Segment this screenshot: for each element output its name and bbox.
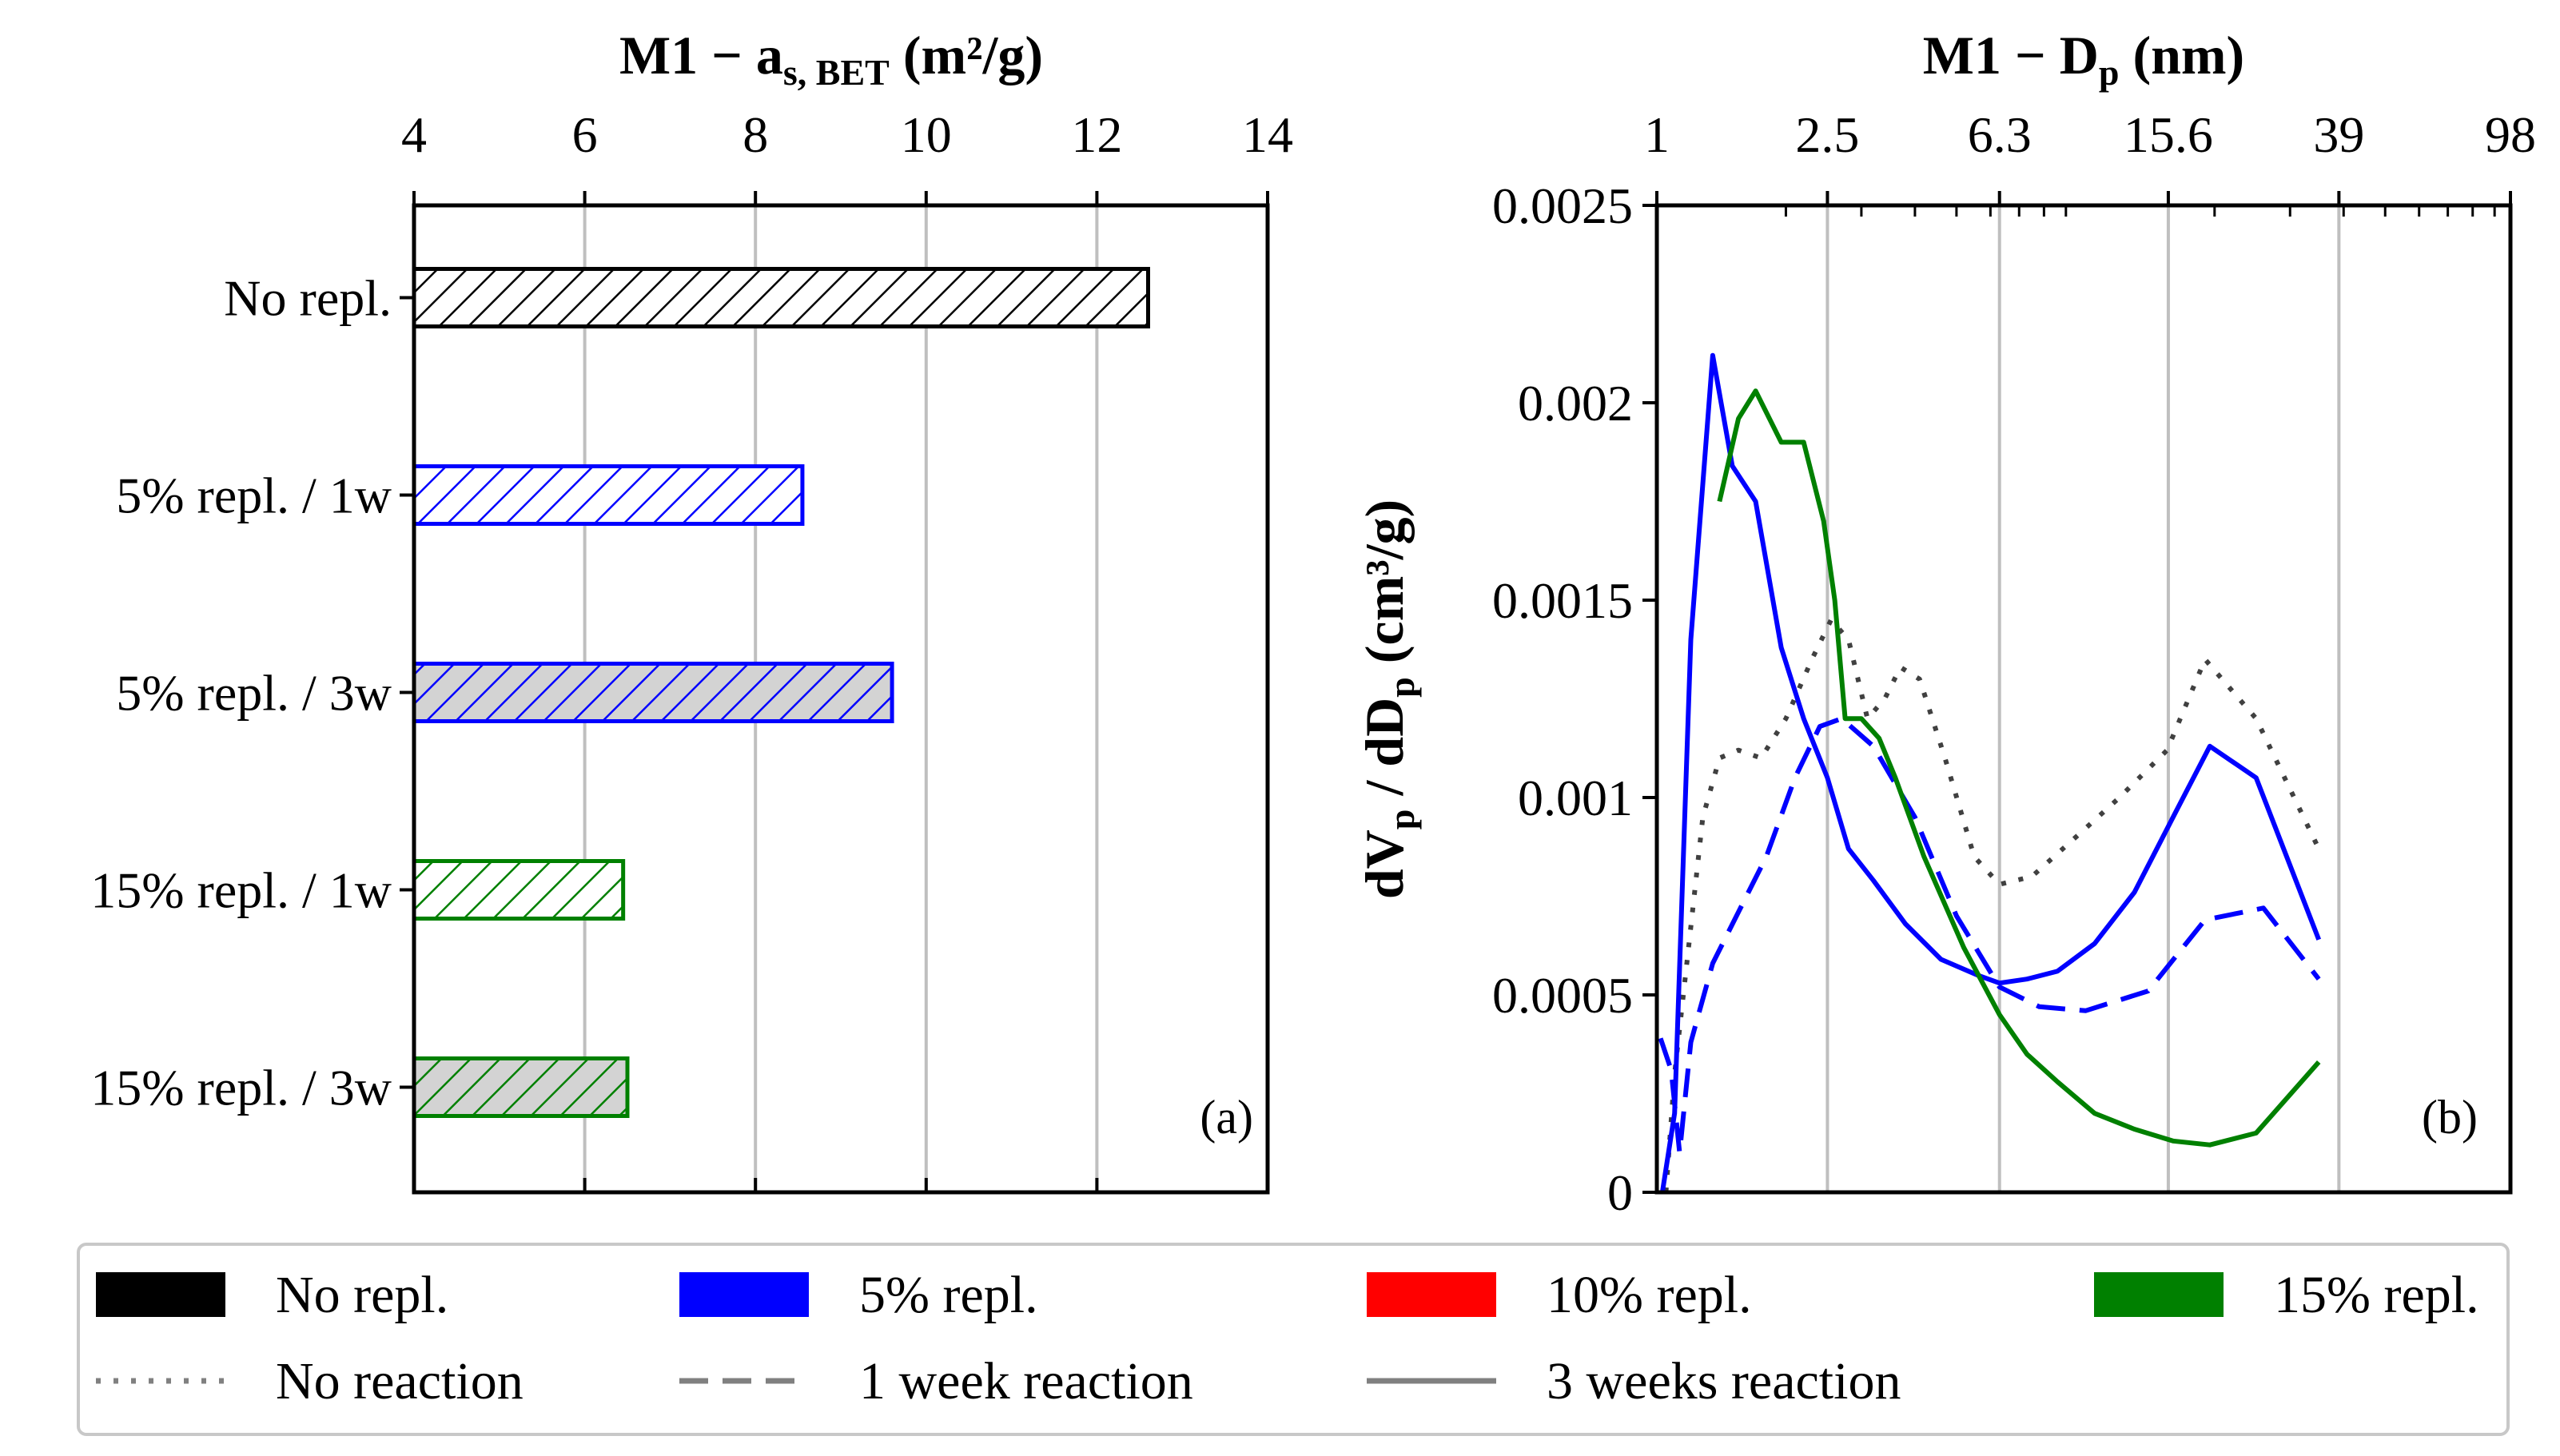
panel-a-category-labels: No repl. 5% repl. / 1w 5% repl. / 3w 15% re… <box>90 270 392 1116</box>
y-tick-label: 0.0005 <box>1492 967 1633 1024</box>
panel-a-bars <box>412 267 1150 1118</box>
category-label: 15% repl. / 1w <box>90 862 392 919</box>
series-line <box>1658 716 2321 1156</box>
category-label: 5% repl. / 3w <box>116 665 392 722</box>
panel-a-bar-chart: M1 − as, BET (m²/g) 4 6 8 10 12 14 No repl. 5%… <box>90 25 1293 1195</box>
panel-b-series <box>1658 352 2321 1193</box>
y-tick-label: 0.0025 <box>1492 177 1633 234</box>
legend-label: No repl. <box>276 1266 448 1324</box>
legend-label: No reaction <box>276 1352 524 1410</box>
series-line <box>1663 617 2321 1193</box>
legend: No repl. 5% repl. 10% repl. 15% repl. No rea… <box>77 1243 2510 1436</box>
legend-label: 3 weeks reaction <box>1547 1352 1901 1410</box>
panel-a-title: M1 − as, BET (m²/g) <box>619 25 1043 93</box>
panel-b-frame <box>1654 203 2513 1195</box>
bar <box>412 859 626 921</box>
panel-b-ticks: 1 2.5 6.3 15.6 39 98 0 0.0005 0.001 0.0015 0.002 0.… <box>1492 106 2536 1221</box>
x-tick-label: 2.5 <box>1795 106 1859 163</box>
x-tick-label: 6 <box>572 106 598 163</box>
legend-label: 5% repl. <box>859 1266 1038 1324</box>
x-tick-label: 8 <box>743 106 768 163</box>
y-tick-label: 0.002 <box>1518 375 1633 432</box>
bar <box>412 1056 630 1118</box>
panel-a-frame <box>412 203 1270 1195</box>
bar <box>412 267 1150 328</box>
x-tick-label: 12 <box>1071 106 1122 163</box>
panel-b-gridlines <box>1825 205 2341 1192</box>
category-label: No repl. <box>224 270 392 327</box>
x-tick-label: 15.6 <box>2124 106 2213 163</box>
legend-swatch <box>1367 1272 1496 1317</box>
series-line <box>1717 388 2321 1148</box>
panel-b-label: (b) <box>2422 1091 2478 1144</box>
x-tick-label: 10 <box>901 106 952 163</box>
x-tick-label: 14 <box>1242 106 1293 163</box>
x-tick-label: 1 <box>1644 106 1670 163</box>
legend-swatch <box>679 1272 809 1317</box>
bar <box>412 464 805 526</box>
legend-label: 10% repl. <box>1547 1266 1752 1324</box>
series-line <box>1659 352 2321 1193</box>
x-tick-label: 6.3 <box>1968 106 2032 163</box>
panel-b-line-chart: M1 − Dp (nm) dVp / dDp (cm³/g) 1 2.5 6.3 15… <box>1354 25 2536 1221</box>
legend-swatch <box>2094 1272 2224 1317</box>
panel-a-label: (a) <box>1200 1091 1253 1144</box>
y-tick-label: 0.0015 <box>1492 572 1633 629</box>
category-label: 5% repl. / 1w <box>116 467 392 524</box>
x-tick-label: 98 <box>2485 106 2536 163</box>
x-tick-label: 39 <box>2313 106 2364 163</box>
bar <box>412 662 894 723</box>
y-tick-label: 0 <box>1607 1164 1633 1221</box>
legend-label: 15% repl. <box>2274 1266 2479 1324</box>
x-tick-label: 4 <box>401 106 427 163</box>
panel-b-y-axis-label: dVp / dDp (cm³/g) <box>1354 499 1422 899</box>
legend-label: 1 week reaction <box>859 1352 1193 1410</box>
y-tick-label: 0.001 <box>1518 770 1633 826</box>
panel-b-title: M1 − Dp (nm) <box>1923 25 2244 93</box>
panel-a-x-ticks: 4 6 8 10 12 14 <box>400 106 1293 1192</box>
legend-swatch <box>96 1272 225 1317</box>
category-label: 15% repl. / 3w <box>90 1060 392 1116</box>
